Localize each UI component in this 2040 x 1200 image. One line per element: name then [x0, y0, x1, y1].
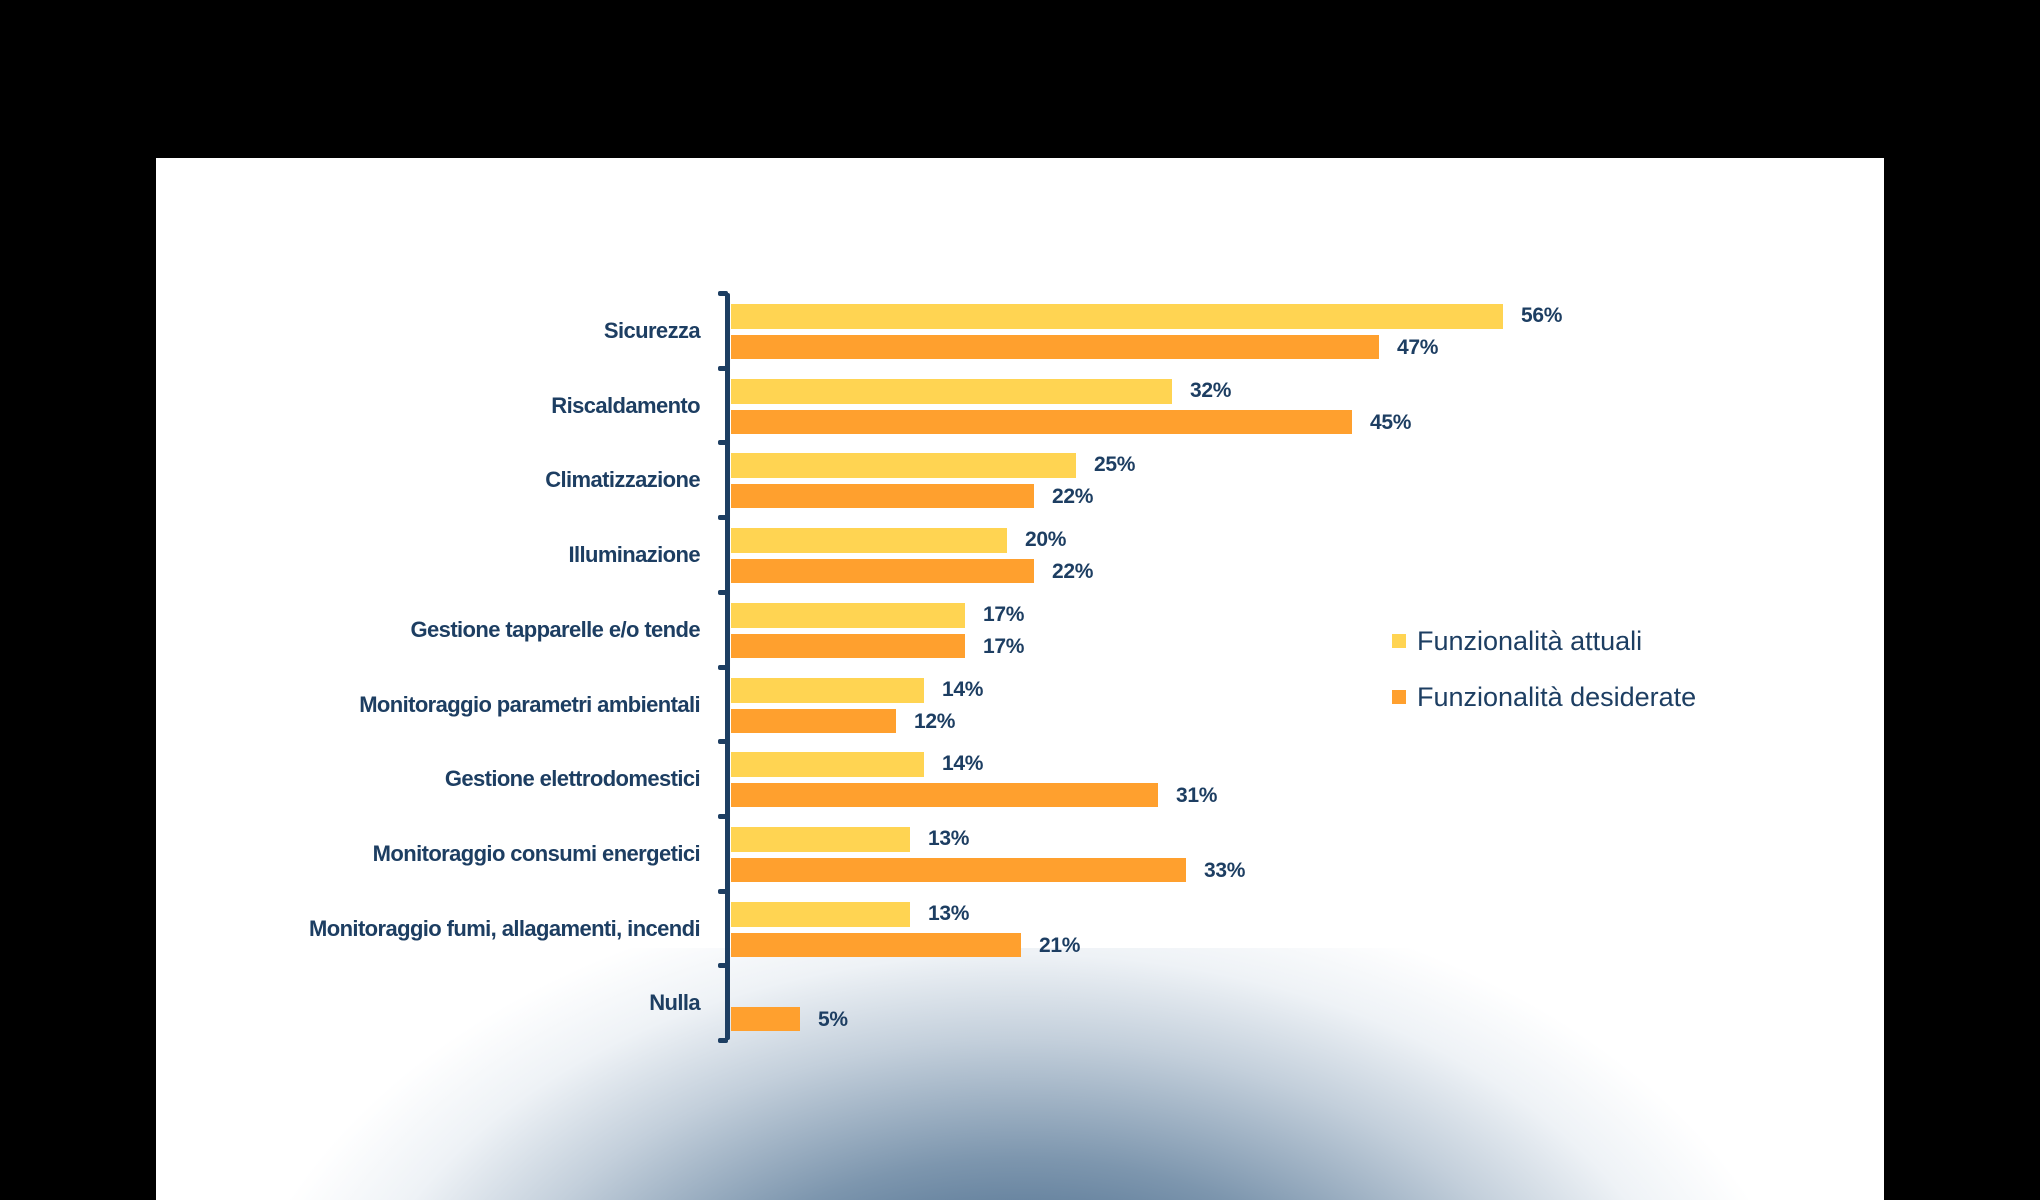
- bar-current: [731, 827, 911, 852]
- value-label-current: 25%: [1094, 453, 1136, 476]
- legend: Funzionalità attuali Funzionalità deside…: [1392, 620, 1696, 732]
- legend-label-desired: Funzionalità desiderate: [1417, 681, 1697, 712]
- axis-tick: [718, 590, 728, 595]
- legend-label-current: Funzionalità attuali: [1417, 625, 1643, 656]
- category-label: Climatizzazione: [545, 467, 700, 492]
- legend-item-desired: Funzionalità desiderate: [1392, 676, 1696, 718]
- value-label-desired: 45%: [1370, 411, 1412, 434]
- bar-current: [731, 678, 925, 703]
- value-label-desired: 21%: [1039, 934, 1081, 957]
- category-label: Sicurezza: [603, 318, 701, 343]
- value-label-current: 20%: [1025, 528, 1067, 551]
- value-label-current: 32%: [1190, 379, 1232, 402]
- value-label-current: 14%: [942, 752, 984, 775]
- bar-current: [731, 453, 1076, 478]
- axis-tick: [718, 814, 728, 819]
- bar-desired: [731, 559, 1035, 583]
- bar-desired: [731, 709, 897, 733]
- value-label-desired: 33%: [1204, 859, 1246, 882]
- bar-desired: [731, 410, 1352, 434]
- value-label-desired: 5%: [818, 1008, 848, 1031]
- legend-item-current: Funzionalità attuali: [1392, 620, 1696, 662]
- value-label-desired: 17%: [983, 635, 1025, 658]
- bar-current: [731, 603, 966, 628]
- category-label: Gestione tapparelle e/o tende: [410, 617, 701, 642]
- value-label-current: 17%: [983, 603, 1025, 626]
- legend-swatch-desired: [1392, 690, 1406, 704]
- category-label: Illuminazione: [568, 542, 700, 567]
- bar-current: [731, 304, 1504, 329]
- value-label-current: 14%: [942, 678, 984, 701]
- category-label: Monitoraggio fumi, allagamenti, incendi: [309, 916, 701, 941]
- bar-desired: [731, 783, 1159, 807]
- axis-tick: [718, 1038, 728, 1043]
- category-label: Nulla: [649, 990, 700, 1015]
- chart-panel: [156, 158, 1884, 1200]
- bar-current: [731, 752, 925, 777]
- axis-tick: [718, 366, 728, 371]
- bar-desired: [731, 335, 1380, 359]
- legend-swatch-current: [1392, 634, 1406, 648]
- axis-tick: [718, 963, 728, 968]
- axis-tick: [718, 739, 728, 744]
- category-label: Riscaldamento: [551, 393, 700, 418]
- axis-tick: [718, 291, 728, 296]
- axis-tick: [718, 440, 728, 445]
- axis-tick: [718, 515, 728, 520]
- value-label-desired: 22%: [1052, 485, 1094, 508]
- value-label-current: 13%: [928, 827, 970, 850]
- category-label: Monitoraggio parametri ambientali: [359, 692, 700, 717]
- background-glow: [220, 948, 1820, 1200]
- bar-desired: [731, 1007, 800, 1031]
- bar-current: [731, 528, 1007, 553]
- value-label-current: 56%: [1521, 304, 1563, 327]
- value-label-desired: 12%: [914, 710, 956, 733]
- bar-desired: [731, 634, 966, 658]
- category-label: Gestione elettrodomestici: [444, 766, 701, 791]
- bar-desired: [731, 933, 1021, 957]
- axis-tick: [718, 889, 728, 894]
- value-label-desired: 47%: [1397, 336, 1439, 359]
- bar-current: [731, 379, 1173, 404]
- value-label-current: 13%: [928, 902, 970, 925]
- bar-current: [731, 902, 911, 927]
- bar-desired: [731, 484, 1035, 508]
- value-label-desired: 31%: [1176, 784, 1218, 807]
- value-label-desired: 22%: [1052, 560, 1094, 583]
- bar-desired: [731, 858, 1187, 882]
- axis-tick: [718, 665, 728, 670]
- category-label: Monitoraggio consumi energetici: [372, 841, 701, 866]
